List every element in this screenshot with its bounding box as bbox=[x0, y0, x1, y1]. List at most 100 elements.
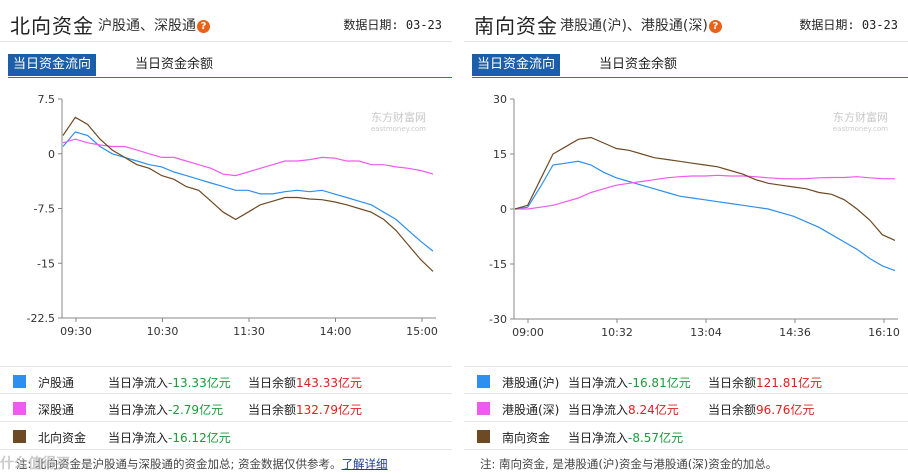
balance-value: 96.76亿元 bbox=[756, 403, 815, 417]
legend-flow: 当日净流入-13.33亿元 bbox=[108, 374, 231, 391]
flow-value: 8.24亿元 bbox=[628, 403, 679, 417]
flow-label: 当日净流入 bbox=[108, 403, 169, 417]
legend-row: 港股通(沪) 当日净流入-16.81亿元 当日余额121.81亿元 bbox=[464, 366, 908, 394]
legend-swatch bbox=[477, 375, 490, 388]
y-tick-label: -22.5 bbox=[27, 312, 55, 325]
y-tick-label: 0 bbox=[48, 148, 55, 161]
north-tab-underline bbox=[8, 77, 452, 78]
x-tick-label: 16:10 bbox=[868, 326, 900, 339]
south-subtitle-text: 港股通(沪)、港股通(深) bbox=[560, 18, 708, 34]
legend-balance: 当日余额121.81亿元 bbox=[708, 374, 822, 391]
x-tick-label: 13:04 bbox=[690, 326, 722, 339]
tab-north-flow[interactable]: 当日资金流向 bbox=[8, 54, 97, 76]
y-tick-label: -15 bbox=[37, 257, 55, 270]
north-note: 注: 北向资金是沪股通与深股通的资金加总; 资金数据仅供参考。了解详细 bbox=[16, 456, 388, 472]
x-tick-label: 09:00 bbox=[512, 326, 544, 339]
x-tick-label: 14:00 bbox=[320, 325, 352, 338]
flow-value: -8.57亿元 bbox=[628, 431, 684, 445]
south-panel: 南向资金 港股通(沪)、港股通(深)? 数据日期: 03-23 当日资金流向 当… bbox=[464, 0, 908, 473]
south-date: 数据日期: 03-23 bbox=[799, 18, 898, 32]
flow-value: -2.79亿元 bbox=[168, 403, 224, 417]
tab-north-balance[interactable]: 当日资金余额 bbox=[135, 57, 214, 72]
legend-flow: 当日净流入8.24亿元 bbox=[568, 401, 679, 418]
flow-label: 当日净流入 bbox=[568, 376, 629, 390]
legend-balance: 当日余额143.33亿元 bbox=[248, 374, 362, 391]
y-tick-label: -30 bbox=[489, 313, 507, 326]
flow-label: 当日净流入 bbox=[108, 431, 169, 445]
legend-swatch bbox=[13, 402, 26, 415]
question-icon[interactable]: ? bbox=[197, 20, 210, 33]
x-tick-label: 14:36 bbox=[779, 326, 811, 339]
legend-name: 深股通 bbox=[38, 403, 75, 417]
north-header: 北向资金 沪股通、深股通? 数据日期: 03-23 bbox=[0, 0, 452, 42]
north-date: 数据日期: 03-23 bbox=[343, 18, 442, 32]
tab-south-balance[interactable]: 当日资金余额 bbox=[599, 57, 678, 72]
legend-name: 港股通(深) bbox=[502, 403, 560, 417]
legend-row: 北向资金 当日净流入-16.12亿元 bbox=[0, 422, 452, 450]
x-tick-label: 09:30 bbox=[60, 325, 92, 338]
y-tick-label: -7.5 bbox=[34, 203, 55, 216]
legend-balance: 当日余额96.76亿元 bbox=[708, 401, 814, 418]
y-tick-label: 15 bbox=[493, 148, 507, 161]
series-line bbox=[514, 136, 896, 241]
legend-flow: 当日净流入-8.57亿元 bbox=[568, 429, 683, 446]
chart-watermark: 东方财富网 bbox=[371, 110, 426, 124]
legend-row: 深股通 当日净流入-2.79亿元 当日余额132.79亿元 bbox=[0, 394, 452, 422]
flow-label: 当日净流入 bbox=[568, 403, 629, 417]
x-tick-label: 11:30 bbox=[233, 325, 265, 338]
balance-label: 当日余额 bbox=[708, 403, 757, 417]
legend-name: 南向资金 bbox=[502, 431, 551, 445]
north-note-text: 注: 北向资金是沪股通与深股通的资金加总; 资金数据仅供参考。 bbox=[16, 457, 342, 471]
legend-swatch bbox=[13, 375, 26, 388]
south-subtitle: 港股通(沪)、港股通(深)? bbox=[560, 15, 722, 35]
chart-watermark-sub: eastmoney.com bbox=[371, 125, 426, 133]
balance-value: 132.79亿元 bbox=[296, 403, 363, 417]
legend-name: 沪股通 bbox=[38, 376, 75, 390]
north-panel: 北向资金 沪股通、深股通? 数据日期: 03-23 当日资金流向 当日资金余额 … bbox=[0, 0, 452, 473]
x-tick-label: 10:30 bbox=[147, 325, 179, 338]
balance-label: 当日余额 bbox=[248, 403, 297, 417]
series-line bbox=[514, 160, 896, 272]
south-note-text: 注: 南向资金, 是港股通(沪)资金与港股通(深)资金的加总。 bbox=[480, 457, 778, 471]
legend-swatch bbox=[477, 402, 490, 415]
y-tick-label: 30 bbox=[493, 93, 507, 106]
balance-label: 当日余额 bbox=[708, 376, 757, 390]
series-line bbox=[515, 174, 896, 210]
site-watermark-logo: 什么值得买 bbox=[0, 456, 70, 472]
question-icon[interactable]: ? bbox=[708, 20, 722, 33]
series-line bbox=[62, 138, 434, 177]
x-tick-label: 10:32 bbox=[601, 326, 633, 339]
legend-swatch bbox=[477, 430, 490, 443]
chart-watermark: 东方财富网 bbox=[833, 110, 888, 124]
series-line bbox=[62, 116, 434, 272]
flow-value: -16.12亿元 bbox=[168, 431, 231, 445]
learn-more-link[interactable]: 了解详细 bbox=[341, 457, 388, 471]
south-note: 注: 南向资金, 是港股通(沪)资金与港股通(深)资金的加总。 bbox=[480, 456, 777, 472]
balance-label: 当日余额 bbox=[248, 376, 297, 390]
legend-flow: 当日净流入-16.12亿元 bbox=[108, 429, 231, 446]
flow-value: -13.33亿元 bbox=[168, 376, 231, 390]
y-tick-label: 0 bbox=[500, 203, 507, 216]
series-line bbox=[62, 131, 434, 252]
north-subtitle: 沪股通、深股通? bbox=[98, 15, 210, 35]
legend-swatch bbox=[13, 430, 26, 443]
balance-value: 143.33亿元 bbox=[296, 376, 363, 390]
legend-flow: 当日净流入-2.79亿元 bbox=[108, 401, 223, 418]
flow-label: 当日净流入 bbox=[108, 376, 169, 390]
south-tab-underline bbox=[472, 77, 908, 78]
legend-name: 北向资金 bbox=[38, 431, 87, 445]
x-tick-label: 15:00 bbox=[406, 325, 438, 338]
flow-value: -16.81亿元 bbox=[628, 376, 691, 390]
legend-flow: 当日净流入-16.81亿元 bbox=[568, 374, 691, 391]
south-header: 南向资金 港股通(沪)、港股通(深)? 数据日期: 03-23 bbox=[464, 0, 908, 42]
y-tick-label: -15 bbox=[489, 258, 507, 271]
north-subtitle-text: 沪股通、深股通 bbox=[98, 18, 196, 34]
north-title: 北向资金 bbox=[10, 14, 94, 38]
legend-name: 港股通(沪) bbox=[502, 376, 560, 390]
flow-label: 当日净流入 bbox=[568, 431, 629, 445]
balance-value: 121.81亿元 bbox=[756, 376, 823, 390]
y-tick-label: 7.5 bbox=[38, 93, 56, 106]
tab-south-flow[interactable]: 当日资金流向 bbox=[472, 54, 561, 76]
